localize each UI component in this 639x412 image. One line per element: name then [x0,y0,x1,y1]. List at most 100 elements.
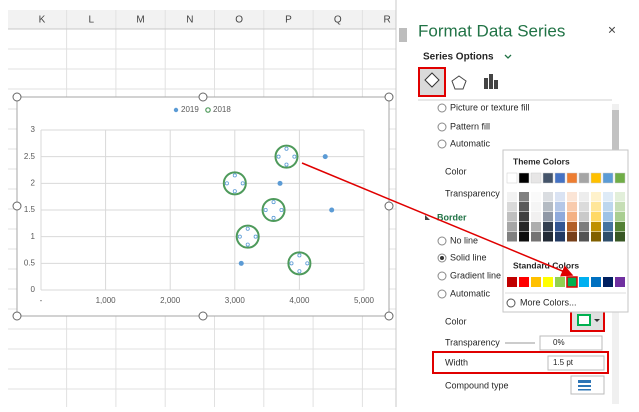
close-button[interactable]: × [608,22,616,38]
more-colors[interactable]: More Colors... [520,297,577,307]
resize-handle[interactable] [198,311,208,321]
color-swatch[interactable] [615,222,625,232]
data-point[interactable] [322,154,328,160]
color-swatch[interactable] [555,222,565,232]
radio-button[interactable] [437,236,447,246]
color-swatch[interactable] [507,202,517,212]
color-swatch[interactable] [615,202,625,212]
radio-label[interactable]: No line [450,235,478,245]
color-swatch[interactable] [555,212,565,222]
color-swatch[interactable] [615,232,625,242]
color-swatch[interactable] [566,276,578,288]
color-swatch[interactable] [603,232,613,242]
data-point[interactable] [287,251,312,276]
effects-icon[interactable] [451,75,467,90]
data-point[interactable] [238,260,244,266]
color-swatch[interactable] [555,277,565,287]
series-options-tab[interactable]: Series Options [423,52,494,63]
transparency-value[interactable]: 0% [553,338,565,347]
radio-label[interactable]: Picture or texture fill [450,102,530,112]
color-swatch[interactable] [566,172,578,184]
color-swatch[interactable] [603,192,613,202]
column-header[interactable]: O [235,15,243,26]
resize-handle[interactable] [384,92,394,102]
color-swatch[interactable] [590,172,602,184]
resize-handle[interactable] [384,311,394,321]
color-swatch[interactable] [555,232,565,242]
color-swatch[interactable] [507,277,517,287]
color-swatch[interactable] [567,192,577,202]
tab-dropdown[interactable] [504,54,512,59]
resize-handle[interactable] [12,311,22,321]
color-swatch[interactable] [555,192,565,202]
column-header[interactable]: P [285,15,292,26]
color-swatch[interactable] [567,202,577,212]
color-swatch[interactable] [530,172,542,184]
color-swatch[interactable] [591,232,601,242]
color-swatch[interactable] [542,172,554,184]
radio-button[interactable] [437,139,447,149]
data-point[interactable] [329,207,335,213]
radio-label[interactable]: Pattern fill [450,121,490,131]
color-swatch[interactable] [567,212,577,222]
color-swatch[interactable] [543,202,553,212]
color-swatch[interactable] [507,212,517,222]
color-swatch[interactable] [579,192,589,202]
color-swatch[interactable] [519,192,529,202]
color-swatch[interactable] [603,277,613,287]
color-swatch[interactable] [531,232,541,242]
color-swatch[interactable] [519,222,529,232]
color-swatch[interactable] [518,172,530,184]
column-header[interactable]: N [186,15,193,26]
color-swatch[interactable] [531,222,541,232]
color-swatch[interactable] [591,192,601,202]
color-swatch[interactable] [579,202,589,212]
color-swatch[interactable] [531,212,541,222]
color-swatch[interactable] [603,202,613,212]
color-swatch[interactable] [602,172,614,184]
color-swatch[interactable] [507,192,517,202]
pane-scroll-thumb[interactable] [399,28,407,42]
color-swatch[interactable] [579,232,589,242]
resize-handle[interactable] [12,201,22,211]
border-collapse-icon[interactable] [425,215,430,220]
series-options-icon[interactable] [484,74,498,89]
column-header[interactable]: K [39,15,46,26]
color-swatch[interactable] [531,202,541,212]
color-swatch[interactable] [519,277,529,287]
data-point[interactable] [277,180,283,186]
color-swatch[interactable] [591,222,601,232]
color-swatch[interactable] [519,202,529,212]
color-swatch[interactable] [615,192,625,202]
color-swatch[interactable] [615,212,625,222]
width-input[interactable] [547,355,605,371]
column-header[interactable]: R [383,15,390,26]
color-swatch[interactable] [543,232,553,242]
color-swatch[interactable] [506,172,518,184]
radio-button[interactable] [437,289,447,299]
color-swatch[interactable] [614,172,626,184]
resize-handle[interactable] [384,201,394,211]
width-value[interactable]: 1.5 pt [553,358,574,367]
color-swatch[interactable] [519,232,529,242]
color-swatch[interactable] [507,232,517,242]
radio-button[interactable] [437,103,447,113]
data-point[interactable] [261,198,286,222]
resize-handle[interactable] [198,92,208,102]
color-swatch[interactable] [567,232,577,242]
radio-button[interactable] [437,122,447,132]
color-swatch[interactable] [531,192,541,202]
resize-handle[interactable] [12,92,22,102]
color-dropdown-arrow[interactable] [594,319,600,322]
color-swatch[interactable] [567,222,577,232]
color-swatch[interactable] [603,212,613,222]
color-swatch[interactable] [591,212,601,222]
color-swatch[interactable] [543,277,553,287]
column-header[interactable]: L [89,15,95,26]
data-point[interactable] [222,171,247,196]
radio-label[interactable]: Solid line [450,252,487,262]
color-swatch[interactable] [615,277,625,287]
color-swatch[interactable] [531,277,541,287]
data-point[interactable] [274,144,299,169]
color-swatch[interactable] [543,192,553,202]
